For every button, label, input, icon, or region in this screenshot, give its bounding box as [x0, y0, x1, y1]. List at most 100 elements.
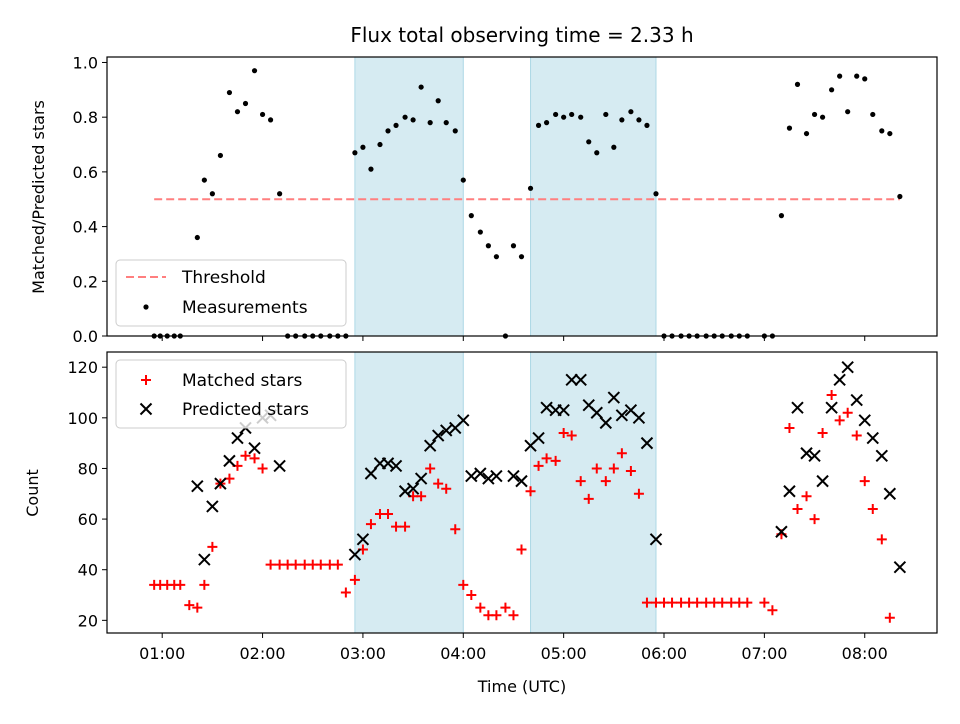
measurement-point: [594, 150, 600, 156]
top-legend-box: [115, 259, 347, 327]
legend-measurements-swatch: [143, 304, 149, 310]
predicted-star-point: [440, 424, 453, 437]
predicted-star-point: [389, 459, 403, 473]
matched-star-point: [533, 460, 544, 471]
top-y-tick-label-1: 0.0: [73, 327, 98, 346]
legend-threshold-label: Threshold: [181, 268, 266, 288]
measurement-point: [829, 87, 835, 93]
measurement-point: [578, 114, 584, 120]
bottom-legend-box: [115, 359, 347, 429]
predicted-star-point: [565, 373, 578, 387]
measurement-point: [527, 185, 534, 191]
measurement-point: [569, 111, 575, 118]
matched-star-point: [441, 483, 452, 494]
measurement-point: [360, 144, 366, 150]
matched-star-point: [192, 602, 203, 613]
measurement-point: [452, 128, 458, 134]
predicted-star-point: [457, 414, 470, 427]
x-tick-label-1: 01:00: [139, 644, 185, 663]
measurement-point: [201, 177, 207, 183]
matched-star-point: [851, 430, 862, 441]
matched-star-point: [416, 491, 427, 502]
matched-star-point: [834, 415, 845, 426]
predicted-star-point: [398, 485, 412, 498]
top-y-tick-label-5: 0.8: [73, 108, 98, 127]
predicted-star-point: [893, 560, 907, 574]
predicted-star-point: [883, 487, 897, 500]
measurement-point: [887, 130, 893, 137]
matched-star-point: [633, 488, 644, 499]
matched-star-point: [466, 590, 477, 601]
measurement-point: [217, 152, 224, 159]
measurement-point: [377, 141, 383, 148]
predicted-star-point: [640, 436, 654, 450]
matched-star-point: [767, 605, 778, 616]
x-axis-label: Time (UTC): [477, 677, 566, 696]
x-tick-label-2: 02:00: [240, 644, 286, 663]
matched-star-point: [558, 428, 569, 439]
top-y-tick-label-2: 0.2: [73, 272, 98, 291]
matched-star-point: [667, 597, 678, 608]
legend-measurements-label: Measurements: [182, 298, 308, 318]
predicted-star-point: [775, 525, 788, 538]
predicted-star-point: [574, 373, 587, 387]
predicted-star-point: [858, 414, 871, 427]
measurement-point: [477, 229, 483, 235]
matched-star-point: [566, 430, 577, 441]
predicted-star-point: [348, 548, 362, 561]
measurement-point: [485, 243, 491, 249]
predicted-star-point: [632, 411, 646, 425]
legend-predicted-swatch: [139, 402, 153, 416]
predicted-star-point: [414, 472, 428, 485]
predicted-star-point: [649, 533, 663, 546]
bottom-axes-frame: [106, 351, 938, 634]
matched-star-point: [842, 407, 853, 418]
matched-star-point: [608, 463, 619, 474]
predicted-star-point: [841, 360, 854, 374]
measurement-point: [209, 191, 215, 197]
measurement-point: [786, 125, 793, 131]
matched-star-point: [717, 597, 728, 608]
predicted-star-point: [507, 469, 520, 483]
bottom-y-tick-label-6: 120: [67, 358, 98, 377]
matched-star-point: [784, 422, 795, 433]
matched-star-point: [383, 509, 394, 520]
measurement-point: [194, 234, 200, 241]
plot-layer: 0.0 0.2 0.4 0.6 0.8 1.0 Threshold Measurements 0…: [67, 53, 938, 663]
bottom-y-tick-label-5: 100: [67, 409, 98, 428]
predicted-star-point: [490, 469, 503, 483]
top-y-tick-label-6: 1.0: [73, 53, 98, 72]
measurement-point: [468, 213, 474, 219]
predicted-star-point: [206, 500, 219, 513]
matched-star-point: [625, 465, 636, 476]
predicted-star-point: [191, 479, 204, 493]
matched-star-point: [332, 559, 343, 570]
measurement-point: [854, 73, 860, 79]
matched-star-point: [583, 493, 594, 504]
bottom-y-tick-label-4: 80: [78, 459, 98, 478]
measurement-point: [862, 76, 868, 82]
measurement-point: [803, 130, 810, 137]
x-tick-label-6: 06:00: [641, 644, 687, 663]
matched-star-point: [508, 610, 519, 621]
predicted-star-point: [214, 477, 227, 490]
legend-matched-label: Matched stars: [182, 371, 302, 391]
measurement-point: [778, 213, 785, 219]
matched-star-point: [458, 579, 469, 590]
predicted-star-point: [465, 469, 478, 483]
measurement-point: [628, 109, 634, 115]
matched-star-point: [516, 544, 527, 555]
x-tick-label-4: 04:00: [440, 644, 486, 663]
matched-star-point: [425, 463, 436, 474]
measurement-point: [619, 117, 625, 123]
matched-star-point: [575, 476, 586, 487]
measurement-point: [518, 254, 525, 260]
measurement-point: [879, 128, 885, 134]
x-tick-label-5: 05:00: [541, 644, 587, 663]
measurement-point: [393, 122, 399, 128]
matched-star-point: [491, 610, 502, 621]
measurement-point: [234, 109, 241, 115]
measurement-point: [443, 120, 449, 126]
matched-star-point: [500, 602, 511, 613]
